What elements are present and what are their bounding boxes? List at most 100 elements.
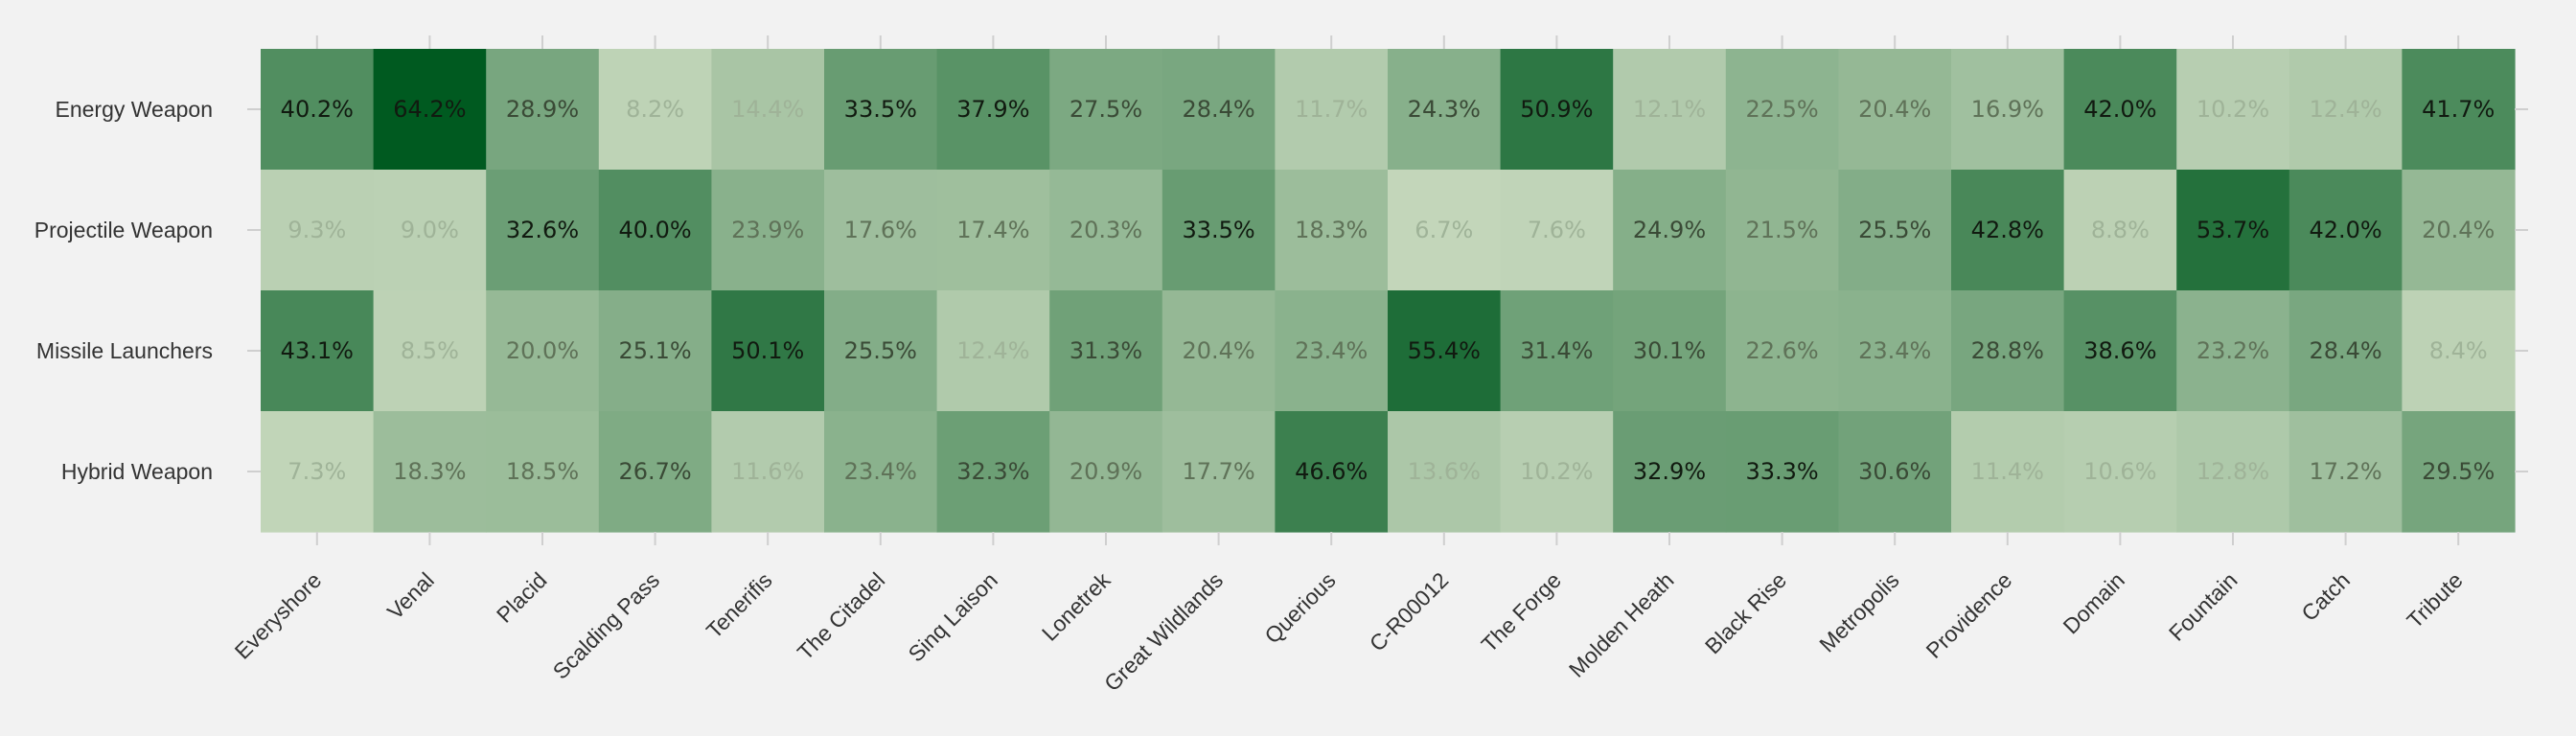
row-label-energy-weapon: Energy Weapon — [55, 97, 213, 122]
heatmap-cell-projectile-weapon-placid — [486, 170, 600, 291]
column-label-tribute: Tribute — [2402, 567, 2467, 632]
cell-value-label: 23.4% — [1295, 337, 1368, 364]
cell-value-label: 22.5% — [1745, 96, 1818, 123]
column-label-venal: Venal — [382, 567, 439, 624]
cell-value-label: 11.7% — [1295, 96, 1368, 123]
column-label-c-r00012: C-R00012 — [1365, 567, 1454, 656]
cell-value-label: 50.1% — [731, 337, 804, 364]
cell-value-label: 13.6% — [1408, 458, 1481, 485]
column-label-black-rise: Black Rise — [1700, 567, 1791, 658]
heatmap-cell-missile-launchers-querious — [1275, 290, 1389, 412]
cell-value-label: 9.3% — [288, 217, 346, 243]
cell-value-label: 33.5% — [1182, 217, 1254, 243]
cell-value-label: 20.4% — [1858, 96, 1931, 123]
heatmap-cell-missile-launchers-c-r00012 — [1388, 290, 1502, 412]
cell-value-label: 38.6% — [2083, 337, 2156, 364]
cell-value-label: 31.3% — [1070, 337, 1142, 364]
cell-value-label: 53.7% — [2196, 217, 2269, 243]
heatmap-cell-hybrid-weapon-lonetrek — [1049, 411, 1163, 533]
cell-value-label: 17.2% — [2309, 458, 2381, 485]
heatmap-cell-missile-launchers-lonetrek — [1049, 290, 1163, 412]
cell-value-label: 8.8% — [2091, 217, 2150, 243]
heatmap-cell-energy-weapon-placid — [486, 49, 600, 171]
column-label-sinq-laison: Sinq Laison — [904, 567, 1002, 666]
cell-value-label: 33.3% — [1745, 458, 1818, 485]
heatmap-cell-hybrid-weapon-great-wildlands — [1162, 411, 1276, 533]
cell-value-label: 12.4% — [2309, 96, 2381, 123]
heatmap-cell-energy-weapon-tenerifis — [711, 49, 825, 171]
heatmap-cell-energy-weapon-everyshore — [261, 49, 375, 171]
column-label-scalding-pass: Scalding Pass — [548, 567, 664, 683]
heatmap-cell-missile-launchers-placid — [486, 290, 600, 412]
cell-value-label: 21.5% — [1745, 217, 1818, 243]
cell-value-label: 64.2% — [393, 96, 466, 123]
cell-value-label: 18.3% — [1295, 217, 1368, 243]
cell-value-label: 25.5% — [844, 337, 917, 364]
cell-value-label: 30.1% — [1633, 337, 1706, 364]
column-label-metropolis: Metropolis — [1814, 567, 1903, 656]
cell-value-label: 12.1% — [1633, 96, 1706, 123]
heatmap-cell-energy-weapon-c-r00012 — [1388, 49, 1502, 171]
cell-value-label: 11.4% — [1971, 458, 2044, 485]
cell-value-label: 40.2% — [281, 96, 354, 123]
heatmap-cell-hybrid-weapon-fountain — [2176, 411, 2290, 533]
cell-value-label: 17.4% — [956, 217, 1029, 243]
heatmap-cell-missile-launchers-domain — [2063, 290, 2177, 412]
cell-value-label: 30.6% — [1858, 458, 1931, 485]
heatmap-cell-missile-launchers-fountain — [2176, 290, 2290, 412]
cell-value-label: 31.4% — [1520, 337, 1593, 364]
cell-value-label: 23.4% — [1858, 337, 1931, 364]
cell-value-label: 7.3% — [288, 458, 346, 485]
heatmap-cell-projectile-weapon-great-wildlands — [1162, 170, 1276, 291]
cell-value-label: 25.1% — [618, 337, 691, 364]
cell-value-label: 20.0% — [506, 337, 579, 364]
row-labels: Energy Weapon Projectile Weapon Missile La… — [34, 97, 213, 484]
cell-value-label: 23.9% — [731, 217, 804, 243]
heatmap-cell-missile-launchers-tribute — [2402, 290, 2516, 412]
cell-value-label: 14.4% — [731, 96, 804, 123]
heatmap-cell-hybrid-weapon-providence — [1951, 411, 2065, 533]
heatmap-cell-missile-launchers-molden-heath — [1613, 290, 1727, 412]
cell-value-label: 17.7% — [1182, 458, 1254, 485]
cell-value-label: 55.4% — [1408, 337, 1481, 364]
cell-value-label: 18.3% — [393, 458, 466, 485]
row-label-missile-launchers: Missile Launchers — [36, 338, 213, 363]
cell-value-label: 24.9% — [1633, 217, 1706, 243]
heatmap-cell-energy-weapon-black-rise — [1725, 49, 1839, 171]
heatmap-cell-missile-launchers-great-wildlands — [1162, 290, 1276, 412]
heatmap-cell-projectile-weapon-molden-heath — [1613, 170, 1727, 291]
row-label-projectile-weapon: Projectile Weapon — [34, 218, 213, 242]
heatmap-cell-missile-launchers-scalding-pass — [598, 290, 712, 412]
cell-value-label: 50.9% — [1520, 96, 1593, 123]
column-label-domain: Domain — [2058, 567, 2129, 638]
heatmap-cell-hybrid-weapon-scalding-pass — [598, 411, 712, 533]
heatmap-cell-projectile-weapon-domain — [2063, 170, 2177, 291]
heatmap-cell-missile-launchers-the-forge — [1500, 290, 1614, 412]
heatmap-cell-missile-launchers-tenerifis — [711, 290, 825, 412]
cell-value-label: 42.0% — [2083, 96, 2156, 123]
cell-value-label: 22.6% — [1745, 337, 1818, 364]
heatmap-cell-projectile-weapon-lonetrek — [1049, 170, 1163, 291]
heatmap-cell-hybrid-weapon-metropolis — [1838, 411, 1952, 533]
column-label-querious: Querious — [1259, 567, 1340, 648]
cell-value-label: 9.0% — [401, 217, 459, 243]
heatmap-cell-projectile-weapon-sinq-laison — [936, 170, 1050, 291]
heatmap-cell-missile-launchers-the-citadel — [824, 290, 938, 412]
cell-value-label: 23.4% — [844, 458, 917, 485]
heatmap-cell-projectile-weapon-catch — [2288, 170, 2403, 291]
heatmap-cell-energy-weapon-providence — [1951, 49, 2065, 171]
cell-value-label: 32.9% — [1633, 458, 1706, 485]
cell-value-label: 28.8% — [1971, 337, 2044, 364]
heatmap-cell-projectile-weapon-querious — [1275, 170, 1389, 291]
cell-value-label: 12.4% — [956, 337, 1029, 364]
heatmap-cell-missile-launchers-venal — [373, 290, 487, 412]
column-label-molden-heath: Molden Heath — [1564, 567, 1679, 682]
heatmap-cell-projectile-weapon-everyshore — [261, 170, 375, 291]
heatmap-cell-missile-launchers-providence — [1951, 290, 2065, 412]
cell-value-label: 23.2% — [2196, 337, 2269, 364]
heatmap-cell-projectile-weapon-black-rise — [1725, 170, 1839, 291]
heatmap-cell-labels: 40.2% 64.2% 28.9% 8.2% 14.4% 33.5% 37.9% 27.5% 2… — [281, 96, 2496, 485]
heatmap-cell-projectile-weapon-tenerifis — [711, 170, 825, 291]
cell-value-label: 41.7% — [2422, 96, 2495, 123]
